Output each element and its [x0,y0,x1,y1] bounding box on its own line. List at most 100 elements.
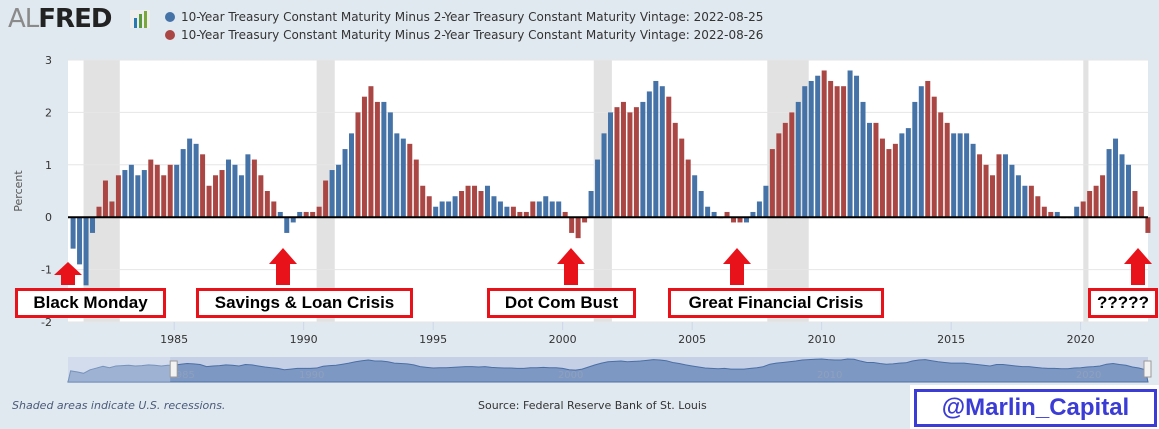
data-bar [264,191,270,218]
data-bar [154,164,160,218]
data-bar [277,211,283,218]
data-bar [484,185,490,218]
recession-note: Shaded areas indicate U.S. recessions. [12,399,226,412]
data-bar [530,201,536,218]
data-bar [912,101,918,218]
watermark-text: @Marlin_Capital [914,389,1157,427]
data-bar [789,112,795,218]
data-bar [433,206,439,218]
data-bar [763,185,769,218]
y-tick-label: 2 [45,106,52,119]
data-bar [705,206,711,218]
navigator-unselected [68,357,171,382]
data-bar [1125,164,1131,218]
data-bar [1132,191,1138,218]
data-bar [102,180,108,218]
blue-dot-icon [165,12,175,22]
data-bar [238,175,244,218]
x-tick-label: 1990 [290,333,318,346]
data-bar [329,170,335,218]
data-bar [135,175,141,218]
data-bar [899,133,905,218]
data-bar [342,149,348,218]
data-bar [1015,175,1021,218]
data-bar [970,143,976,218]
data-bar [381,101,387,218]
data-bar [70,217,76,249]
data-bar [96,206,102,218]
x-tick-label: 2005 [678,333,706,346]
data-bar [297,211,303,218]
data-bar [245,154,251,218]
data-bar [452,196,458,218]
data-bar [536,201,542,218]
data-bar [1022,185,1028,218]
data-bar [653,80,659,218]
data-bar [1087,191,1093,218]
data-bar [543,196,549,218]
y-tick-label: -1 [41,264,52,277]
data-bar [219,170,225,218]
data-bar [400,138,406,218]
legend-item-vintage-0825[interactable]: 10-Year Treasury Constant Maturity Minus… [165,8,763,26]
data-bar [504,206,510,218]
x-tick-label: 2010 [808,333,836,346]
x-tick-label: 2015 [937,333,965,346]
y-tick-label: 0 [45,211,52,224]
data-bar [685,159,691,218]
logo-text-light: AL [8,4,39,34]
data-bar [1009,164,1015,218]
navigator-label: 2000 [558,370,583,381]
annotation-label: ????? [1088,288,1158,318]
data-bar [355,112,361,218]
data-bar [841,86,847,218]
data-bar [776,133,782,218]
data-bar [698,191,704,218]
data-bar [866,122,872,218]
data-bar [1145,217,1151,233]
data-bar [879,138,885,218]
data-bar [271,201,277,218]
navigator-handle[interactable] [169,360,178,378]
recession-band [83,60,120,322]
data-bar [860,101,866,218]
data-bar [478,191,484,218]
data-bar [1093,185,1099,218]
data-bar [918,86,924,218]
source-note: Source: Federal Reserve Bank of St. Loui… [478,399,707,412]
data-bar [1100,175,1106,218]
alfred-logo: ALFRED [8,4,112,34]
data-bar [892,143,898,218]
x-tick-label: 2020 [1067,333,1095,346]
data-bar [465,185,471,218]
legend-item-vintage-0826[interactable]: 10-Year Treasury Constant Maturity Minus… [165,26,763,44]
data-bar [769,149,775,218]
navigator-label: 2010 [817,370,842,381]
x-tick-label: 2000 [549,333,577,346]
legend-label: 10-Year Treasury Constant Maturity Minus… [181,10,764,24]
data-bar [439,201,445,218]
data-bar [614,107,620,218]
data-bar [491,196,497,218]
data-bar [977,154,983,218]
data-bar [1048,211,1054,218]
navigator-handle[interactable] [1143,360,1152,378]
data-bar [679,138,685,218]
data-bar [83,217,89,286]
data-bar [193,143,199,218]
data-bar [1119,154,1125,218]
watermark: @Marlin_Capital [910,385,1159,429]
data-bar [368,86,374,218]
data-bar [828,80,834,218]
data-bar [938,112,944,218]
navigator-series [67,358,1149,383]
data-bar [290,217,296,223]
data-bar [115,175,121,218]
data-bar [420,185,426,218]
data-bar [743,217,749,223]
red-arrow-icon [269,248,297,285]
data-bar [90,217,96,233]
data-bar [361,96,367,218]
data-bar [711,211,717,218]
data-bar [601,133,607,218]
